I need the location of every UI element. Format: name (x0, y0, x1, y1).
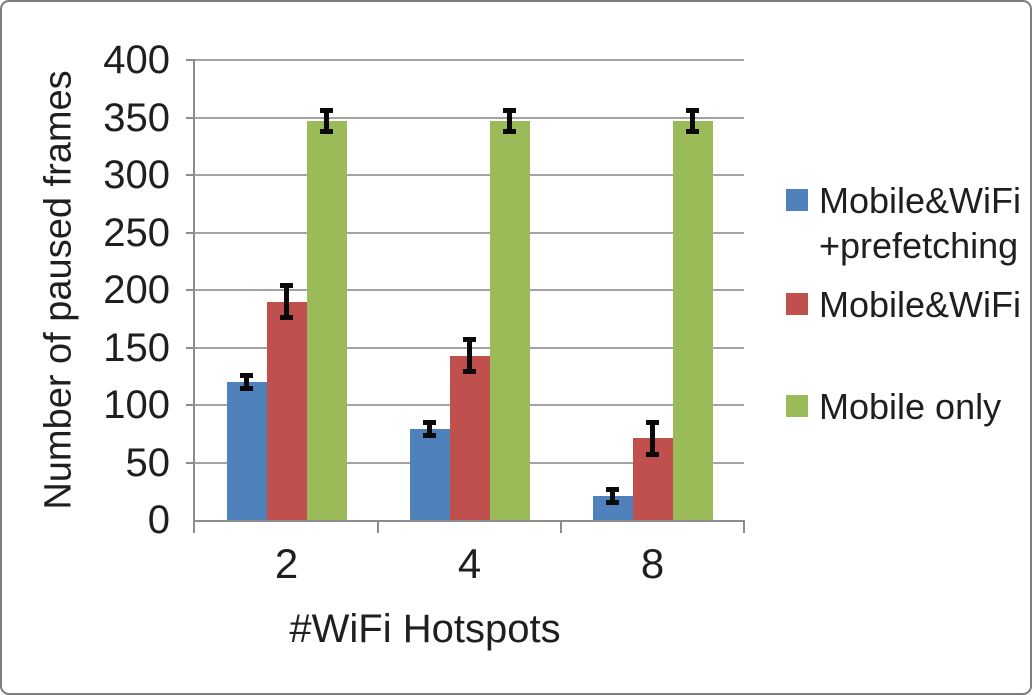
x-axis-line (193, 520, 744, 522)
legend-label-line: Mobile&WiFi (819, 180, 1022, 221)
legend-label-mobile-only: Mobile only (819, 384, 1001, 429)
error-bar-mobile-only-x2 (320, 108, 333, 134)
error-bar-mobile-only-x8 (686, 108, 699, 134)
y-tick-label-400: 400 (103, 38, 170, 82)
y-tick-label-0: 0 (147, 498, 170, 542)
y-tick-label-100: 100 (103, 383, 170, 427)
y-axis-tick-200 (186, 289, 195, 291)
y-axis-tick-150 (186, 346, 195, 349)
legend-label-line: Mobile&WiFi (819, 284, 1022, 325)
error-bar-mobile-wifi-prefetching-x2 (240, 372, 253, 392)
x-axis-tick-0 (193, 520, 195, 533)
y-axis-tick-350 (186, 116, 195, 119)
bar-mobile-wifi-prefetching-x2 (226, 382, 267, 520)
plot-area (186, 59, 745, 533)
error-bar-vline (610, 486, 615, 506)
legend-swatch-mobile-wifi (786, 293, 808, 315)
y-tick-label-350: 350 (103, 95, 170, 140)
error-bar-cap-bottom (320, 128, 333, 134)
gridline-250 (195, 231, 744, 234)
bar-mobile-only-x8 (672, 120, 713, 520)
bar-mobile-wifi-x2 (266, 301, 307, 520)
gridline-350 (195, 116, 744, 119)
error-bar-cap-bottom (646, 451, 659, 457)
bar-mobile-wifi-prefetching-x4 (409, 429, 450, 520)
y-axis-tick-labels: 0 50 100 150 200 250 300 350 400 (52, 40, 171, 540)
category-group-4 (378, 60, 561, 520)
y-axis-tick-250 (186, 231, 195, 234)
category-group-2 (195, 60, 378, 520)
error-bar-mobile-wifi-prefetching-x4 (423, 419, 436, 439)
legend-label-line: +prefetching (819, 225, 1019, 266)
x-axis-tick-3 (743, 520, 745, 533)
gridline-400 (195, 59, 744, 61)
category-group-8 (561, 60, 744, 520)
legend-label-mobile-wifi: Mobile&WiFi (819, 282, 1021, 327)
y-axis-tick-300 (186, 174, 195, 176)
legend-entry-mobile-wifi: Mobile&WiFi (786, 282, 1021, 327)
y-axis-tick-400 (186, 59, 195, 61)
legend-label-line: Mobile only (819, 386, 1002, 427)
y-tick-label-300: 300 (103, 153, 170, 197)
error-bar-mobile-wifi-x4 (463, 337, 476, 374)
error-bar-mobile-wifi-x2 (280, 283, 293, 320)
error-bar-cap-bottom (463, 368, 476, 374)
error-bar-vline (467, 337, 472, 374)
y-tick-label-250: 250 (103, 210, 170, 255)
x-axis-title: #WiFi Hotspots (289, 607, 561, 651)
legend-label-mobile-wifi-prefetching: Mobile&WiFi +prefetching (819, 178, 1021, 268)
x-axis-tick-1 (377, 520, 379, 533)
error-bar-mobile-wifi-x8 (646, 419, 659, 457)
error-bar-mobile-wifi-prefetching-x8 (606, 486, 619, 506)
error-bar-cap-bottom (503, 128, 516, 134)
bar-mobile-only-x4 (489, 120, 530, 520)
x-tick-label-4: 4 (457, 540, 482, 587)
error-bar-vline (244, 372, 249, 392)
bar-mobile-only-x2 (306, 120, 347, 520)
error-bar-cap-bottom (423, 433, 436, 439)
y-axis-line (193, 60, 195, 533)
error-bar-cap-bottom (240, 386, 253, 392)
error-bar-cap-bottom (686, 128, 699, 134)
gridline-200 (195, 289, 744, 291)
error-bar-cap-bottom (606, 500, 619, 506)
error-bar-cap-bottom (280, 314, 293, 320)
error-bar-vline (284, 283, 289, 320)
bar-mobile-wifi-x4 (449, 355, 490, 520)
error-bar-vline (690, 108, 695, 134)
error-bar-mobile-only-x4 (503, 108, 516, 134)
legend-entry-mobile-wifi-prefetching: Mobile&WiFi +prefetching (786, 178, 1021, 268)
y-axis-tick-100 (186, 404, 195, 406)
y-axis-tick-50 (186, 461, 195, 464)
gridline-300 (195, 174, 744, 176)
legend-swatch-mobile-only (786, 395, 808, 417)
y-tick-label-50: 50 (125, 440, 171, 485)
legend-entry-mobile-only: Mobile only (786, 384, 1001, 429)
legend-swatch-mobile-wifi-prefetching (786, 189, 808, 211)
error-bar-vline (324, 108, 329, 134)
y-tick-label-150: 150 (103, 325, 170, 370)
error-bar-vline (650, 419, 655, 457)
x-tick-label-8: 8 (640, 540, 665, 587)
y-tick-label-200: 200 (103, 268, 170, 312)
error-bar-vline (427, 419, 432, 439)
x-axis-tick-2 (560, 520, 562, 533)
error-bar-vline (507, 108, 512, 134)
x-tick-label-2: 2 (274, 540, 299, 587)
